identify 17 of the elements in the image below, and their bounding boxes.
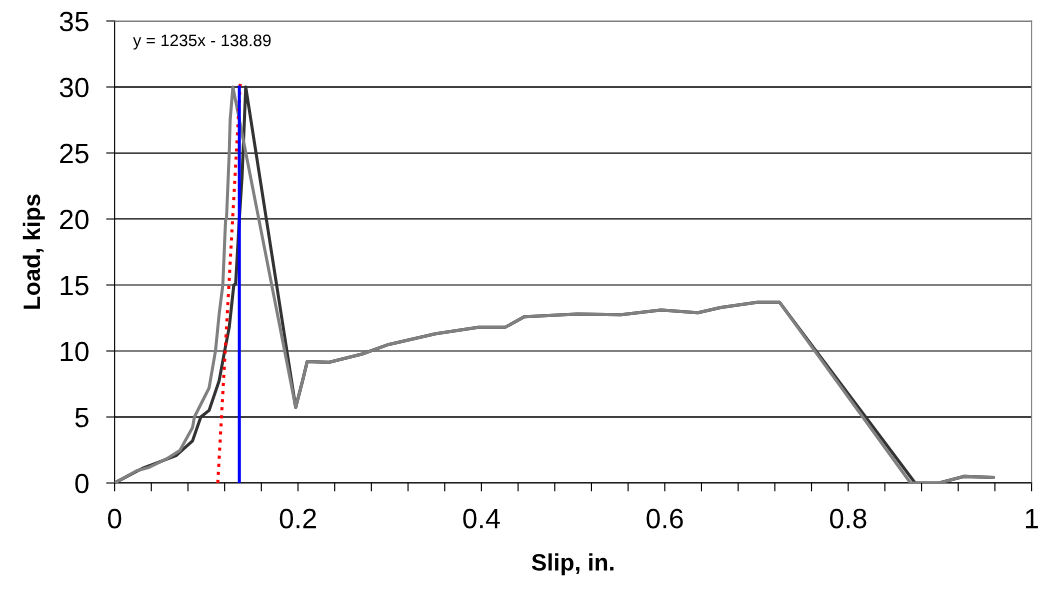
x-tick-label: 0 bbox=[107, 508, 122, 529]
y-tick-label: 20 bbox=[60, 209, 89, 230]
y-tick-label: 25 bbox=[60, 143, 89, 164]
y-axis-title: Load, kips bbox=[22, 194, 45, 309]
y-tick-label: 10 bbox=[60, 341, 89, 362]
x-tick-label: 0.6 bbox=[646, 508, 683, 529]
y-tick-label: 30 bbox=[59, 77, 89, 98]
y-tick-label: 0 bbox=[75, 473, 89, 494]
x-axis-title: Slip, in. bbox=[531, 553, 614, 576]
x-tick-label: 0.4 bbox=[463, 508, 500, 529]
y-tick-label: 35 bbox=[59, 11, 89, 32]
x-tick-label: 0.2 bbox=[279, 508, 316, 529]
y-tick-label: 5 bbox=[75, 407, 89, 428]
y-tick-label: 15 bbox=[60, 275, 89, 296]
x-tick-label: 0.8 bbox=[829, 508, 867, 529]
x-tick-label: 1 bbox=[1025, 509, 1038, 529]
annotation: y = 1235x - 138.89 bbox=[133, 34, 271, 50]
